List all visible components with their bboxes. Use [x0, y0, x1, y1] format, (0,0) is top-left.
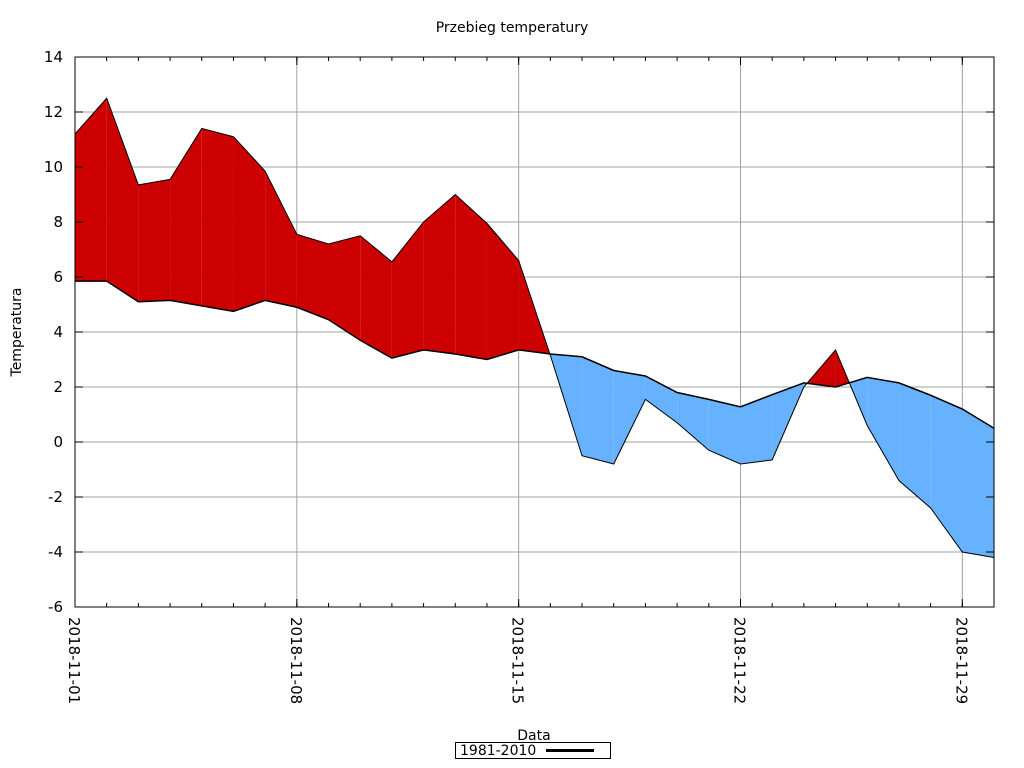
- y-tick-label: -6: [48, 598, 63, 616]
- area-below-norm: [677, 392, 709, 451]
- area-above-norm: [807, 349, 836, 387]
- area-below-norm: [930, 395, 963, 552]
- area-below-norm: [849, 377, 868, 426]
- x-tick-label: 2018-11-01: [65, 617, 83, 704]
- x-axis-label: Data: [517, 728, 551, 744]
- x-tick-label: 2018-11-08: [287, 617, 305, 704]
- legend-label: 1981-2010: [460, 742, 537, 759]
- series-line-actual: [74, 97, 995, 558]
- area-above-norm: [265, 171, 297, 308]
- series-line-norm: [75, 280, 995, 429]
- area-above-norm: [170, 128, 202, 306]
- area-below-norm: [708, 399, 741, 464]
- area-above-norm: [391, 222, 424, 359]
- area-above-norm: [328, 235, 361, 341]
- area-below-norm: [962, 409, 994, 558]
- area-above-norm: [423, 194, 456, 354]
- area-above-norm: [106, 98, 139, 302]
- area-above-norm: [486, 223, 519, 360]
- area-above-norm: [201, 128, 234, 312]
- area-below-norm: [645, 376, 678, 423]
- x-tick-label: 2018-11-29: [952, 617, 970, 704]
- y-tick-label: 12: [44, 103, 63, 121]
- y-tick-label: 8: [53, 213, 63, 231]
- legend: 1981-2010: [455, 742, 611, 759]
- x-tick-label: 2018-11-22: [730, 617, 748, 704]
- area-below-norm: [582, 356, 614, 464]
- area-above-norm: [360, 235, 392, 359]
- area-above-norm: [233, 136, 266, 312]
- y-tick-label: -2: [48, 488, 63, 506]
- area-above-norm: [455, 194, 487, 360]
- area-above-norm: [296, 234, 329, 320]
- y-tick-label: -4: [48, 543, 63, 561]
- area-above-norm: [75, 98, 107, 282]
- area-below-norm: [898, 382, 931, 508]
- y-tick-label: 14: [44, 48, 63, 66]
- legend-line-swatch: [546, 749, 595, 752]
- area-above-norm: [138, 179, 171, 302]
- y-tick-label: 6: [53, 268, 63, 286]
- y-axis-label: Temperatura: [9, 287, 25, 377]
- y-tick-label: 4: [53, 323, 63, 341]
- y-tick-label: 2: [53, 378, 63, 396]
- area-below-norm: [613, 370, 646, 464]
- area-below-norm: [867, 377, 899, 481]
- chart-title: Przebieg temperatury: [435, 20, 589, 36]
- y-tick-label: 0: [53, 433, 63, 451]
- x-tick-label: 2018-11-15: [509, 617, 527, 704]
- area-below-norm: [740, 394, 773, 464]
- y-tick-label: 10: [44, 158, 63, 176]
